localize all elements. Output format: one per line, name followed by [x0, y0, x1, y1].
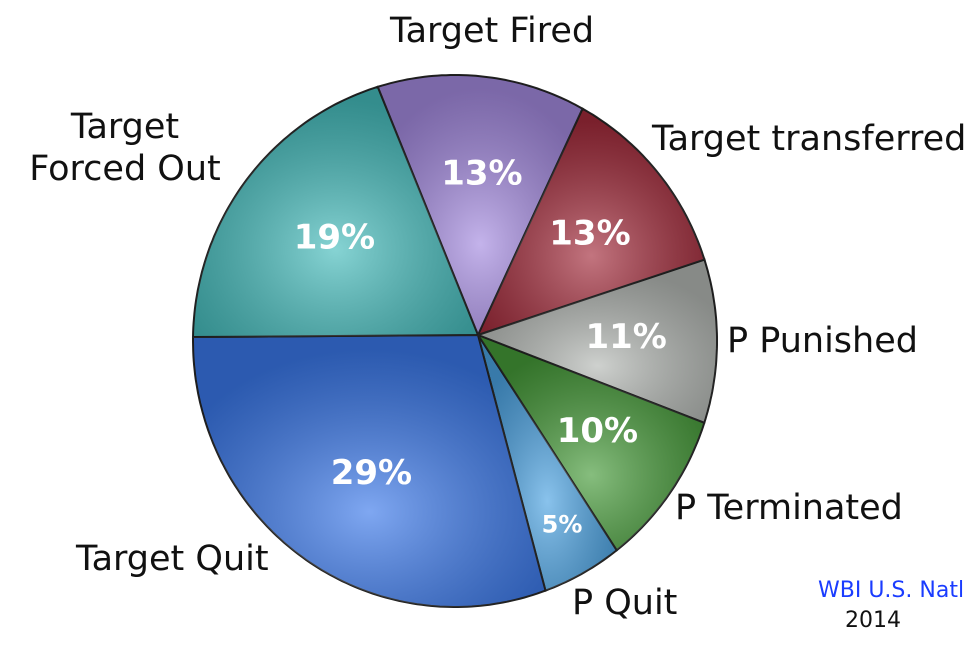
- percent-label: 19%: [294, 217, 375, 257]
- source-label: WBI U.S. Natl: [818, 578, 965, 603]
- percent-label: 10%: [557, 411, 638, 451]
- percent-label: 13%: [549, 213, 630, 253]
- label-p-terminated: P Terminated: [675, 488, 903, 528]
- year-label: 2014: [845, 608, 901, 633]
- label-p-quit: P Quit: [572, 583, 678, 623]
- percent-label: 5%: [542, 510, 583, 538]
- label-target-forced-out: Target Forced Out: [29, 107, 221, 189]
- percent-label: 13%: [441, 153, 522, 193]
- label-target-quit: Target Quit: [76, 539, 269, 579]
- label-p-punished: P Punished: [727, 321, 918, 361]
- percent-label: 11%: [585, 317, 666, 357]
- label-target-fired: Target Fired: [390, 11, 595, 51]
- label-target-transferred: Target transferred: [652, 119, 967, 159]
- percent-label: 29%: [331, 453, 412, 493]
